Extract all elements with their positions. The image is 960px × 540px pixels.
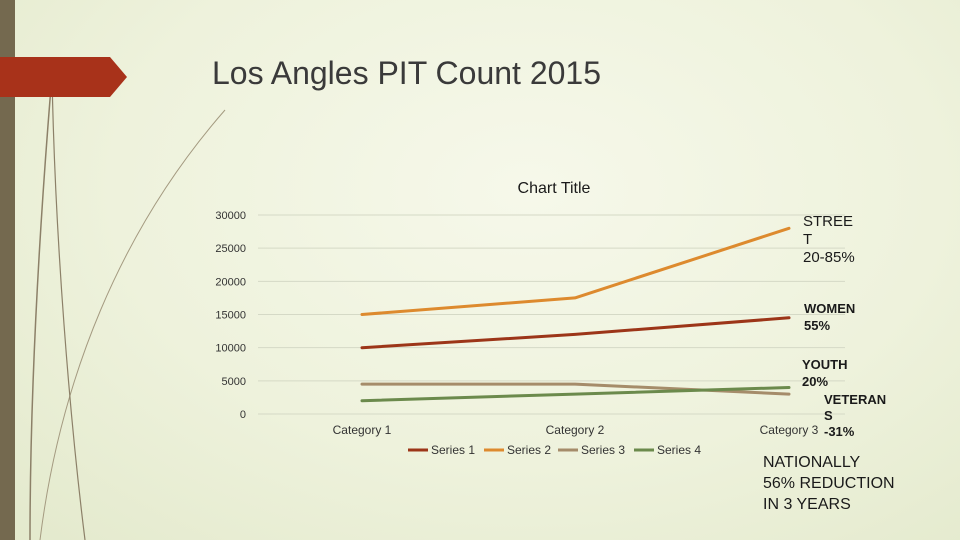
y-tick-label: 30000 [215, 210, 246, 222]
y-tick-label: 0 [240, 409, 246, 421]
x-tick-label: Category 2 [546, 423, 605, 437]
y-tick-label: 15000 [215, 310, 246, 322]
left-accent-bar [0, 0, 15, 540]
annotation-street: STREE T 20-85% [803, 213, 855, 266]
legend: Series 1 Series 2 Series 3 Series 4 [408, 443, 701, 457]
series-lines [360, 226, 791, 403]
annotation-youth: YOUTH 20% [802, 357, 848, 389]
legend-label-series-2: Series 2 [507, 443, 551, 457]
x-axis-ticks: Category 1 Category 2 Category 3 [333, 423, 819, 437]
series-line-1 [360, 316, 791, 350]
series-line-4 [360, 386, 791, 403]
slide-title: Los Angles PIT Count 2015 [212, 55, 602, 91]
annotation-veterans: VETERAN S -31% [824, 392, 887, 439]
chart-title: Chart Title [518, 180, 591, 197]
y-axis-ticks: 0 5000 10000 15000 20000 25000 30000 [215, 210, 246, 421]
x-tick-label: Category 1 [333, 423, 392, 437]
y-tick-label: 20000 [215, 276, 246, 288]
series-line-2 [360, 226, 791, 316]
annotation-women: WOMEN 55% [804, 301, 856, 333]
gridlines [258, 214, 845, 415]
x-tick-label: Category 3 [760, 423, 819, 437]
legend-label-series-3: Series 3 [581, 443, 625, 457]
title-accent-tab [0, 57, 127, 97]
y-tick-label: 25000 [215, 243, 246, 255]
legend-label-series-4: Series 4 [657, 443, 701, 457]
annotation-nationally: NATIONALLY 56% REDUCTION IN 3 YEARS [763, 454, 895, 513]
legend-label-series-1: Series 1 [431, 443, 475, 457]
y-tick-label: 10000 [215, 343, 246, 355]
y-tick-label: 5000 [222, 376, 246, 388]
